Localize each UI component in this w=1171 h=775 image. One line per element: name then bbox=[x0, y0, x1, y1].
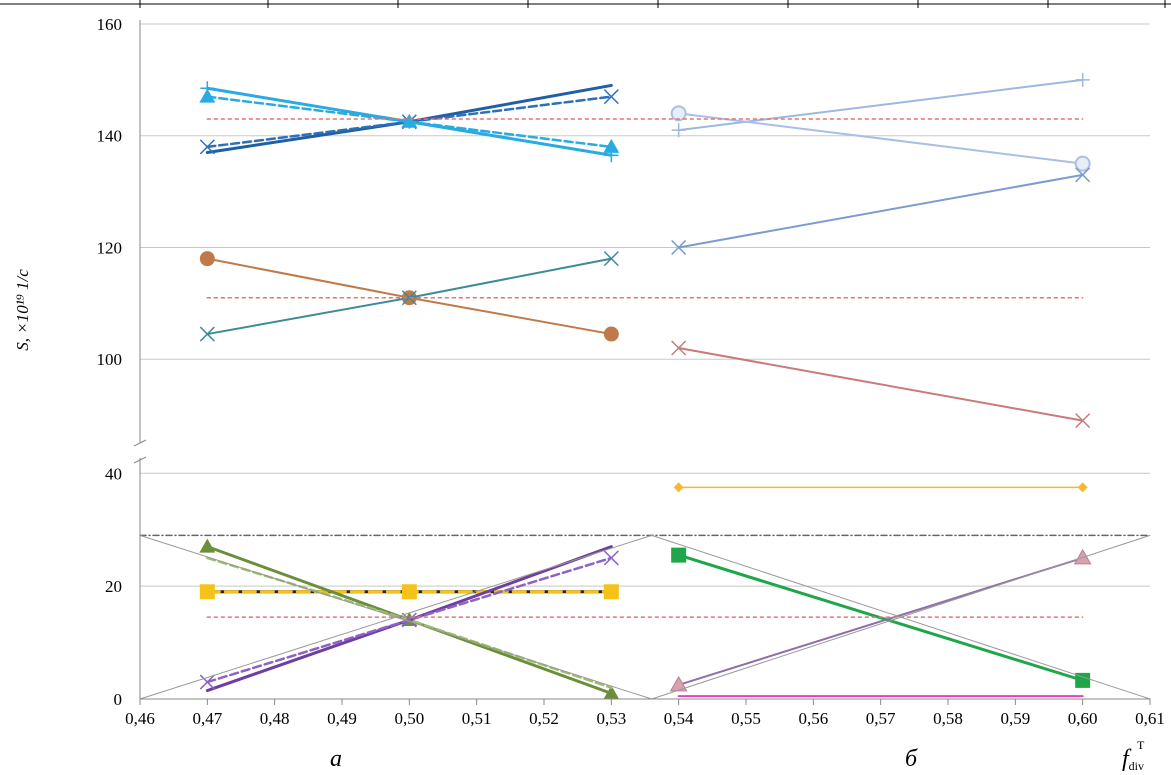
lower-series-line bbox=[651, 534, 1151, 700]
data-point-marker bbox=[603, 584, 619, 600]
data-point-marker bbox=[603, 550, 619, 566]
data-point-marker bbox=[1075, 167, 1091, 183]
x-tick-label: 0,56 bbox=[798, 709, 828, 728]
upper-y-tick-label: 120 bbox=[97, 238, 123, 257]
lower-y-tick-label: 40 bbox=[105, 464, 122, 483]
upper-series-9 bbox=[671, 340, 1091, 429]
data-point-marker bbox=[671, 547, 687, 563]
x-tick-label: 0,59 bbox=[1000, 709, 1030, 728]
lower-series-line bbox=[139, 534, 653, 700]
data-point-marker bbox=[603, 685, 620, 700]
data-point-marker bbox=[199, 251, 215, 267]
panel-label-b: б bbox=[905, 746, 918, 772]
upper-series-line bbox=[677, 347, 1084, 422]
x-tick-label: 0,57 bbox=[866, 709, 896, 728]
x-axis-label-main: f bbox=[1122, 746, 1132, 772]
x-tick-label: 0,54 bbox=[664, 709, 694, 728]
y-axis-label: S, ×10¹⁹ 1/с bbox=[13, 269, 32, 351]
x-tick-label: 0,47 bbox=[192, 709, 222, 728]
lower-y-tick-label: 0 bbox=[114, 690, 123, 709]
data-point-marker bbox=[1073, 548, 1092, 565]
data-point-marker bbox=[670, 105, 687, 122]
data-point-marker bbox=[401, 290, 417, 306]
data-point-marker bbox=[1074, 155, 1091, 172]
data-point-marker bbox=[603, 89, 619, 105]
upper-series-3 bbox=[199, 88, 620, 153]
lower-series-15 bbox=[651, 534, 1151, 700]
x-tick-label: 0,61 bbox=[1135, 709, 1165, 728]
data-point-marker bbox=[603, 326, 619, 342]
upper-series-7 bbox=[670, 105, 1091, 172]
x-tick-label: 0,52 bbox=[529, 709, 559, 728]
data-point-marker bbox=[1075, 72, 1090, 87]
upper-series-line bbox=[677, 173, 1084, 249]
upper-y-tick-label: 100 bbox=[97, 350, 123, 369]
axis-break-mark bbox=[133, 439, 147, 464]
upper-series-line bbox=[677, 112, 1084, 165]
data-point-marker bbox=[673, 482, 684, 493]
data-point-marker bbox=[401, 612, 417, 628]
data-point-marker bbox=[199, 88, 216, 103]
lower-series-1 bbox=[199, 584, 619, 600]
data-point-marker bbox=[1075, 672, 1091, 688]
data-point-marker bbox=[603, 251, 619, 267]
lower-y-tick-label: 20 bbox=[105, 577, 122, 596]
x-axis-label-sup: T bbox=[1137, 738, 1145, 752]
data-point-marker bbox=[1077, 482, 1088, 493]
x-tick-label: 0,58 bbox=[933, 709, 963, 728]
table-header-border bbox=[0, 0, 1171, 8]
upper-series-4 bbox=[199, 251, 619, 342]
lower-series-13 bbox=[139, 534, 653, 700]
lower-series-5 bbox=[199, 550, 619, 690]
upper-series-line bbox=[677, 78, 1084, 132]
upper-series-5 bbox=[199, 251, 619, 342]
upper-panel-grid: 100 120 140 160 bbox=[97, 15, 1150, 369]
x-tick-label: 0,49 bbox=[327, 709, 357, 728]
data-point-marker bbox=[669, 675, 688, 692]
x-tick-label: 0,50 bbox=[394, 709, 424, 728]
series-layer bbox=[139, 72, 1151, 700]
data-point-marker bbox=[671, 239, 687, 255]
x-tick-label: 0,55 bbox=[731, 709, 761, 728]
data-point-marker bbox=[603, 138, 620, 153]
panel-label-a: а bbox=[330, 746, 342, 772]
x-tick-label: 0,51 bbox=[462, 709, 492, 728]
upper-y-tick-label: 140 bbox=[97, 127, 123, 146]
data-point-marker bbox=[199, 674, 215, 690]
data-point-marker bbox=[199, 584, 215, 600]
upper-y-tick-label: 160 bbox=[97, 15, 123, 34]
data-point-marker bbox=[401, 113, 418, 128]
data-point-marker bbox=[401, 584, 417, 600]
upper-series-8 bbox=[671, 167, 1091, 255]
x-tick-label: 0,60 bbox=[1068, 709, 1098, 728]
x-tick-label: 0,46 bbox=[125, 709, 155, 728]
x-tick-label: 0,53 bbox=[596, 709, 626, 728]
lower-series-6 bbox=[673, 482, 1088, 493]
data-point-marker bbox=[671, 123, 686, 138]
data-point-marker bbox=[199, 538, 216, 553]
data-point-marker bbox=[199, 326, 215, 342]
upper-series-6 bbox=[671, 72, 1090, 138]
x-tick-label: 0,48 bbox=[260, 709, 290, 728]
x-axis-label: fdiv bbox=[1122, 746, 1144, 773]
axis-layer: 0,46 0,47 0,48 0,49 0,50 0,51 0,52 0,53 0,54 0,55… bbox=[125, 20, 1165, 728]
x-axis-label-sub: div bbox=[1129, 759, 1144, 773]
data-point-marker bbox=[199, 139, 215, 155]
data-point-marker bbox=[671, 340, 687, 356]
label-layer: а б fdiv T S, ×10¹⁹ 1/с bbox=[13, 269, 1145, 773]
data-point-marker bbox=[1075, 413, 1091, 429]
